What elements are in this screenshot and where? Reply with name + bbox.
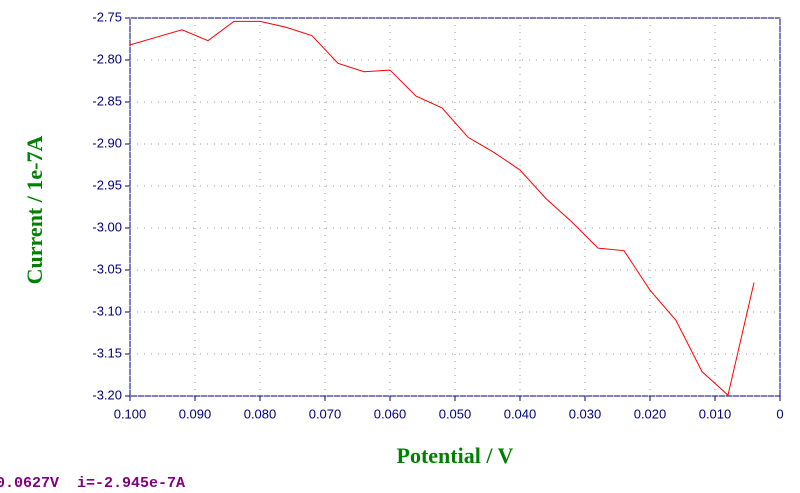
status-readout: 0.0627V i=-2.945e-7A bbox=[0, 475, 185, 492]
x-tick-label: 0.090 bbox=[179, 406, 212, 421]
x-tick-label: 0.100 bbox=[114, 406, 147, 421]
y-tick-label: -2.75 bbox=[92, 9, 122, 24]
x-tick-label: 0.040 bbox=[504, 406, 537, 421]
y-tick-label: -3.00 bbox=[92, 219, 122, 234]
y-tick-label: -2.85 bbox=[92, 93, 122, 108]
x-tick-label: 0 bbox=[776, 406, 783, 421]
y-tick-label: -2.90 bbox=[92, 135, 122, 150]
x-tick-label: 0.080 bbox=[244, 406, 277, 421]
y-tick-label: -2.95 bbox=[92, 177, 122, 192]
x-tick-label: 0.050 bbox=[439, 406, 472, 421]
x-tick-label: 0.030 bbox=[569, 406, 602, 421]
y-tick-label: -3.05 bbox=[92, 261, 122, 276]
x-tick-label: 0.060 bbox=[374, 406, 407, 421]
y-axis-label: Current / 1e-7A bbox=[22, 136, 47, 285]
y-tick-label: -3.20 bbox=[92, 387, 122, 402]
y-tick-label: -2.80 bbox=[92, 51, 122, 66]
data-line bbox=[129, 20, 755, 397]
x-tick-label: 0.070 bbox=[309, 406, 342, 421]
y-tick-label: -3.15 bbox=[92, 345, 122, 360]
y-tick-label: -3.10 bbox=[92, 303, 122, 318]
x-tick-label: 0.020 bbox=[634, 406, 667, 421]
x-axis-label: Potential / V bbox=[397, 443, 514, 468]
x-tick-label: 0.010 bbox=[699, 406, 732, 421]
